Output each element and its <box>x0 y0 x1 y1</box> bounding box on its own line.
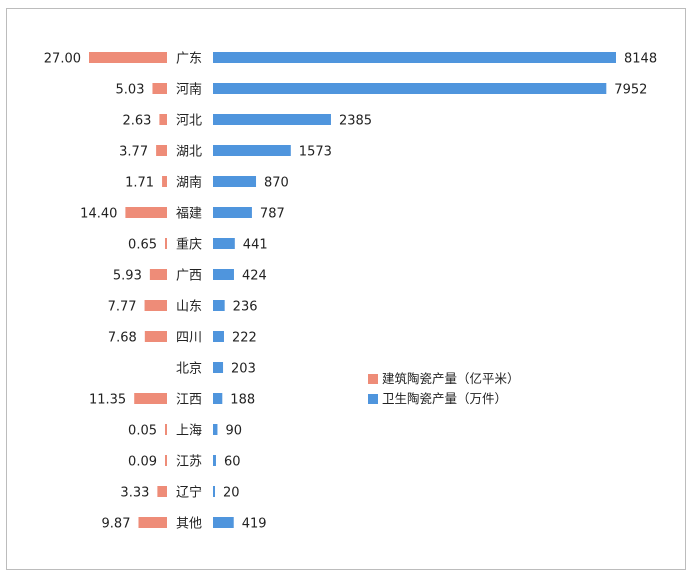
building-ceramics-bar <box>138 517 167 528</box>
sanitary-ceramics-bar <box>213 393 223 404</box>
sanitary-ceramics-bar <box>213 424 218 435</box>
category-label: 辽宁 <box>176 485 202 501</box>
building-ceramics-value: 5.93 <box>113 269 142 284</box>
category-label: 湖北 <box>176 145 202 160</box>
building-ceramics-value: 7.68 <box>108 331 137 346</box>
category-label: 广西 <box>176 269 202 284</box>
building-ceramics-bar <box>144 331 167 342</box>
category-label: 广东 <box>176 52 202 67</box>
category-label: 江西 <box>176 393 202 408</box>
building-ceramics-bar <box>134 393 167 404</box>
category-label: 河南 <box>176 82 202 98</box>
building-ceramics-bars <box>89 52 167 528</box>
building-ceramics-value: 14.40 <box>80 207 117 222</box>
sanitary-ceramics-value: 7952 <box>614 83 647 98</box>
building-ceramics-value: 27.00 <box>44 52 81 67</box>
sanitary-ceramics-bar <box>213 114 331 125</box>
sanitary-ceramics-bar <box>213 207 252 218</box>
building-ceramics-bar <box>162 176 167 187</box>
sanitary-ceramics-bar <box>213 83 607 94</box>
sanitary-ceramics-value: 60 <box>224 455 241 470</box>
sanitary-ceramics-bar <box>213 362 224 373</box>
category-label: 河北 <box>176 114 202 129</box>
sanitary-ceramics-value: 188 <box>230 393 255 408</box>
building-ceramics-bar <box>165 238 167 249</box>
sanitary-ceramics-value: 419 <box>242 517 267 532</box>
category-label: 福建 <box>176 207 202 222</box>
sanitary-ceramics-value: 2385 <box>339 114 372 129</box>
legend: 建筑陶瓷产量（亿平米） 卫生陶瓷产量（万件） <box>368 371 520 406</box>
sanitary-ceramics-value: 1573 <box>299 145 332 160</box>
sanitary-ceramics-bar <box>213 300 225 311</box>
sanitary-ceramics-value: 20 <box>223 486 240 501</box>
building-ceramics-value: 11.35 <box>89 393 126 408</box>
sanitary-ceramics-bar <box>213 486 215 497</box>
sanitary-ceramics-value: 787 <box>260 207 285 222</box>
sanitary-ceramics-bar <box>213 269 234 280</box>
building-ceramics-value: 0.05 <box>128 424 157 439</box>
building-ceramics-bar <box>157 486 167 497</box>
sanitary-ceramics-value: 441 <box>243 238 268 253</box>
sanitary-ceramics-value: 424 <box>242 269 267 284</box>
category-label: 重庆 <box>176 237 202 253</box>
sanitary-ceramics-bar <box>213 238 235 249</box>
building-ceramics-value: 3.77 <box>119 145 148 160</box>
building-ceramics-bar <box>149 269 167 280</box>
legend-swatch-sanitary <box>368 394 378 404</box>
value-labels: 27.00 8148 5.03 7952 2.63 2385 3.77 1573 1.71 870… <box>44 52 657 532</box>
sanitary-ceramics-value: 222 <box>232 331 257 346</box>
sanitary-ceramics-value: 90 <box>225 424 242 439</box>
category-label: 湖南 <box>176 175 202 191</box>
building-ceramics-value: 2.63 <box>122 114 151 129</box>
sanitary-ceramics-value: 8148 <box>624 52 657 67</box>
sanitary-ceramics-bar <box>213 517 234 528</box>
building-ceramics-bar <box>165 455 167 466</box>
building-ceramics-bar <box>152 83 167 94</box>
building-ceramics-value: 1.71 <box>125 176 154 191</box>
building-ceramics-value: 7.77 <box>108 300 137 315</box>
sanitary-ceramics-value: 870 <box>264 176 289 191</box>
building-ceramics-bar <box>159 114 167 125</box>
sanitary-ceramics-bar <box>213 176 257 187</box>
building-ceramics-bar <box>156 145 167 156</box>
category-label: 北京 <box>176 362 202 377</box>
building-ceramics-value: 9.87 <box>102 517 131 532</box>
building-ceramics-value: 0.09 <box>128 455 157 470</box>
building-ceramics-bar <box>125 207 167 218</box>
sanitary-ceramics-bar <box>213 331 224 342</box>
building-ceramics-bar <box>165 424 167 435</box>
building-ceramics-value: 3.33 <box>120 486 149 501</box>
building-ceramics-bar <box>144 300 167 311</box>
sanitary-ceramics-bar <box>213 52 616 63</box>
building-ceramics-value: 5.03 <box>116 83 145 98</box>
sanitary-ceramics-value: 203 <box>231 362 256 377</box>
category-label: 其他 <box>176 517 202 532</box>
sanitary-ceramics-value: 236 <box>233 300 258 315</box>
category-label: 江苏 <box>176 454 202 470</box>
legend-label-sanitary: 卫生陶瓷产量（万件） <box>382 391 507 406</box>
legend-label-building: 建筑陶瓷产量（亿平米） <box>382 371 520 386</box>
sanitary-ceramics-bar <box>213 145 291 156</box>
category-label: 上海 <box>176 424 202 439</box>
sanitary-ceramics-bar <box>213 455 216 466</box>
building-ceramics-bar <box>89 52 167 63</box>
chart-frame <box>6 8 686 570</box>
sanitary-ceramics-bars <box>213 52 616 528</box>
category-label: 山东 <box>176 300 202 315</box>
legend-swatch-building <box>368 374 378 384</box>
building-ceramics-value: 0.65 <box>128 238 157 253</box>
category-label: 四川 <box>176 331 202 346</box>
